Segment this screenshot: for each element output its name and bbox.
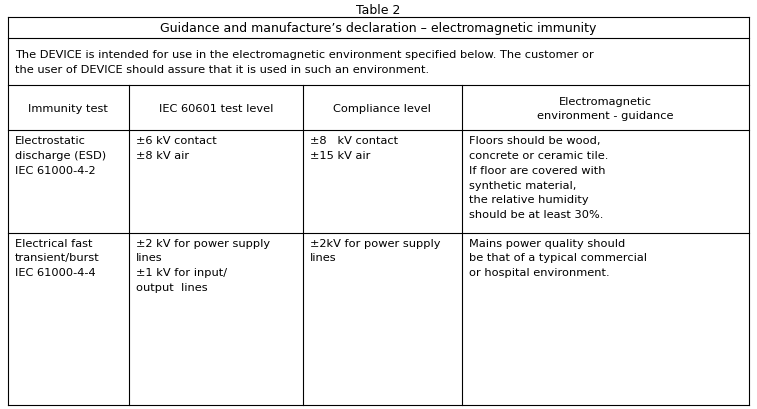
- Text: The DEVICE is intended for use in the electromagnetic environment specified belo: The DEVICE is intended for use in the el…: [15, 50, 594, 75]
- Text: ±2kV for power supply
lines: ±2kV for power supply lines: [310, 238, 441, 263]
- Text: ±6 kV contact
±8 kV air: ±6 kV contact ±8 kV air: [136, 136, 217, 160]
- Text: Electromagnetic
environment - guidance: Electromagnetic environment - guidance: [537, 97, 674, 120]
- Text: IEC 60601 test level: IEC 60601 test level: [158, 103, 273, 113]
- Text: ±2 kV for power supply
lines
±1 kV for input/
output  lines: ±2 kV for power supply lines ±1 kV for i…: [136, 238, 270, 292]
- Text: Compliance level: Compliance level: [333, 103, 431, 113]
- Text: Immunity test: Immunity test: [28, 103, 108, 113]
- Text: Guidance and manufacture’s declaration – electromagnetic immunity: Guidance and manufacture’s declaration –…: [160, 22, 597, 35]
- Text: ±8   kV contact
±15 kV air: ±8 kV contact ±15 kV air: [310, 136, 398, 160]
- Text: Electrostatic
discharge (ESD)
IEC 61000-4-2: Electrostatic discharge (ESD) IEC 61000-…: [15, 136, 106, 175]
- Text: Mains power quality should
be that of a typical commercial
or hospital environme: Mains power quality should be that of a …: [469, 238, 647, 278]
- Text: Table 2: Table 2: [357, 4, 400, 17]
- Text: Floors should be wood,
concrete or ceramic tile.
If floor are covered with
synth: Floors should be wood, concrete or ceram…: [469, 136, 609, 220]
- Text: Electrical fast
transient/burst
IEC 61000-4-4: Electrical fast transient/burst IEC 6100…: [15, 238, 100, 278]
